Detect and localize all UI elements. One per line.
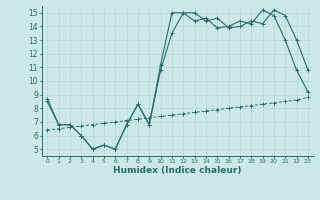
X-axis label: Humidex (Indice chaleur): Humidex (Indice chaleur) — [113, 166, 242, 175]
